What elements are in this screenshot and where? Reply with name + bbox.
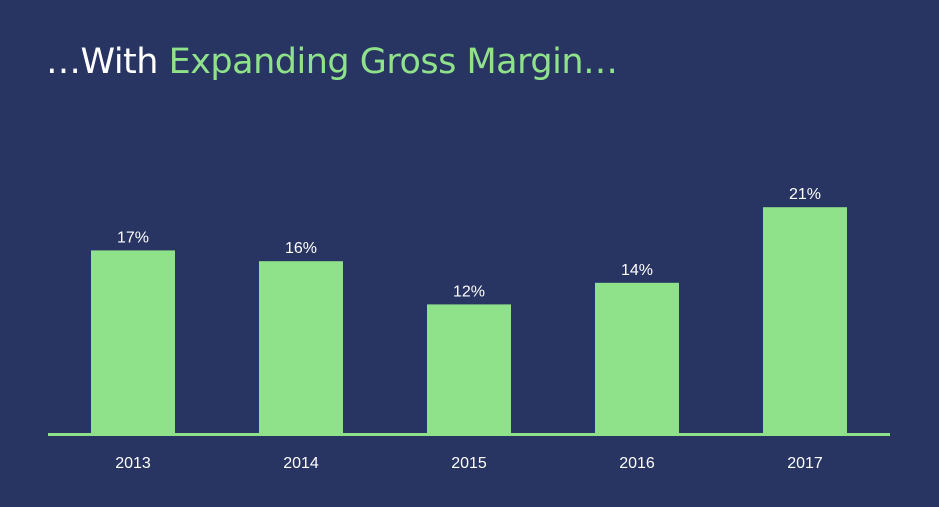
x-tick-label-2017: 2017	[787, 455, 823, 472]
title-highlight: Expanding Gross Margin…	[168, 42, 618, 82]
title-prefix: …With	[46, 42, 169, 82]
bar-value-label-2016: 14%	[621, 262, 653, 279]
bar-value-label-2017: 21%	[789, 186, 821, 203]
slide-title: …With Expanding Gross Margin…	[46, 42, 618, 82]
bar-2014	[259, 261, 343, 434]
x-tick-label-2014: 2014	[283, 455, 319, 472]
bar-2016	[595, 282, 679, 434]
x-tick-label-2016: 2016	[619, 455, 655, 472]
bar-2017	[763, 207, 847, 434]
bar-value-label-2015: 12%	[453, 283, 485, 300]
bar-value-label-2013: 17%	[117, 229, 149, 246]
bar-2013	[91, 250, 175, 434]
x-tick-label-2013: 2013	[115, 455, 151, 472]
x-tick-label-2015: 2015	[451, 455, 487, 472]
bar-2015	[427, 304, 511, 434]
bar-value-label-2014: 16%	[285, 240, 317, 257]
